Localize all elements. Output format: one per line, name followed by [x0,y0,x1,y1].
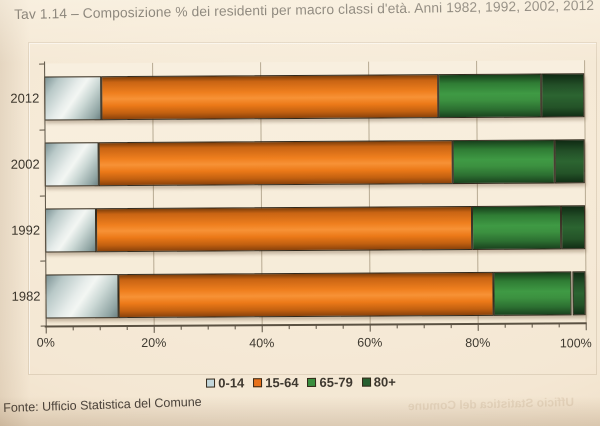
x-minor-tick-50 [315,324,317,329]
legend-label-0-14: 0-14 [218,375,245,391]
bar-segment-2002-65-79 [452,139,556,185]
x-major-tick-60 [369,324,371,332]
x-major-tick-80 [477,323,479,331]
legend-item-0-14: 0-14 [206,375,245,391]
bar-segment-2012-80+ [540,73,585,118]
x-axis-label-60%: 60% [357,335,383,351]
y-axis-label-1982: 1982 [11,288,41,304]
plot-area [39,60,587,334]
legend-swatch-80+ [361,377,371,387]
legend-swatch-15-64 [253,378,263,388]
legend-label-65-79: 65-79 [319,374,353,390]
x-minor-tick-35 [234,325,236,330]
x-minor-tick-85 [504,323,506,328]
x-major-tick-40 [261,325,263,333]
y-axis-tick [40,260,46,262]
x-minor-tick-95 [558,323,560,328]
x-major-tick-0 [45,326,47,334]
x-minor-tick-15 [126,326,128,331]
y-axis-tick [39,129,45,131]
x-major-tick-100 [585,323,587,331]
bar-1982 [45,270,586,319]
x-axis-label-40%: 40% [249,335,275,350]
x-minor-tick-55 [342,324,344,329]
x-axis-label-100%: 100% [559,336,592,351]
x-minor-tick-75 [450,324,452,329]
bar-segment-1992-80+ [560,205,586,250]
bar-segment-2002-15-64 [98,140,453,187]
x-minor-tick-30 [207,325,209,330]
bar-segment-2002-80+ [554,139,585,184]
x-minor-tick-10 [99,326,101,331]
x-minor-tick-90 [531,323,533,328]
y-axis-tick [39,63,45,65]
y-axis-label-2012: 2012 [10,90,40,107]
bar-segment-1982-65-79 [493,270,573,316]
x-minor-tick-70 [423,324,425,329]
legend-label-80+: 80+ [373,374,396,390]
x-axis-label-0%: 0% [36,335,55,350]
x-major-tick-20 [153,325,155,333]
chart-legend: 0-14 15-64 65-79 80+ [1,373,600,392]
legend-label-15-64: 15-64 [265,375,299,391]
bar-segment-1992-15-64 [96,205,472,253]
bar-segment-1982-0-14 [45,273,119,319]
bar-segment-2012-65-79 [438,73,542,119]
bar-segment-2002-0-14 [44,142,99,187]
bar-segment-1982-80+ [571,270,586,315]
x-minor-tick-65 [396,324,398,329]
bar-segment-1992-0-14 [44,208,97,253]
legend-swatch-0-14 [206,378,216,388]
x-axis-label-20%: 20% [141,335,167,350]
bar-2002 [44,139,585,187]
bar-2012 [44,73,585,121]
bar-1992 [44,205,586,253]
bar-segment-1982-15-64 [118,271,494,318]
x-axis-label-80%: 80% [465,336,491,351]
y-axis-label-1992: 1992 [11,222,41,238]
bar-segment-2012-15-64 [100,74,439,121]
legend-item-65-79: 65-79 [307,374,353,390]
bar-segment-1992-65-79 [471,205,561,250]
legend-item-15-64: 15-64 [253,375,299,391]
legend-swatch-65-79 [307,377,317,387]
x-minor-tick-45 [288,325,290,330]
x-minor-tick-5 [72,326,74,331]
y-axis-tick [39,195,45,197]
x-minor-tick-25 [180,325,182,330]
y-axis-label-2002: 2002 [10,156,40,172]
bar-segment-2012-0-14 [44,76,102,121]
legend-item-80+: 80+ [361,374,396,390]
